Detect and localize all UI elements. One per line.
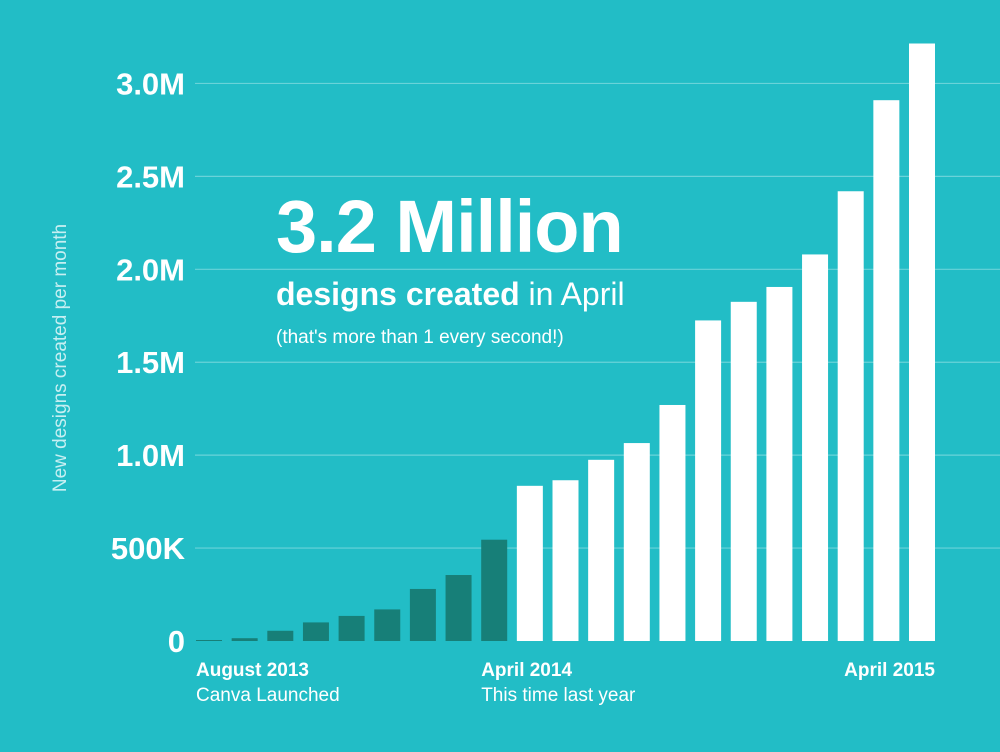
x-annotation-title: August 2013 (196, 660, 309, 681)
y-axis-ticks: 0 500K 1.0M 1.5M 2.0M 2.5M 3.0M (111, 66, 186, 659)
x-annotation-title: April 2014 (481, 660, 572, 681)
bar-recent (730, 301, 757, 641)
bar-recent (659, 404, 686, 641)
x-annotation-subtitle: This time last year (481, 685, 636, 706)
headline: 3.2 Million designs created in April (th… (276, 185, 696, 348)
y-tick-label: 1.0M (116, 438, 185, 473)
bar-past (409, 588, 436, 641)
bar-past (231, 638, 258, 641)
bar-past (481, 539, 508, 641)
bar-past (196, 640, 222, 641)
bar-past (374, 609, 401, 641)
y-tick-label: 1.5M (116, 345, 185, 380)
x-annotation-title: April 2015 (844, 660, 935, 681)
bar-recent (516, 485, 543, 641)
x-annotation-subtitle: Canva Launched (196, 685, 340, 706)
bar-recent (873, 100, 900, 641)
headline-caption: designs created in April (276, 278, 696, 310)
bar-recent (695, 320, 722, 641)
bar-past (445, 575, 472, 641)
headline-figure: 3.2 Million (276, 185, 624, 268)
bar-recent (588, 459, 615, 641)
bar-past (302, 622, 329, 641)
y-tick-label: 2.5M (116, 159, 185, 194)
y-tick-label: 2.0M (116, 252, 185, 287)
headline-caption-bold: designs created (276, 276, 520, 312)
bar-past (267, 630, 294, 641)
y-tick-label: 0 (168, 624, 185, 659)
bar-past (338, 615, 365, 641)
bar-recent (802, 254, 829, 641)
y-tick-label: 3.0M (116, 66, 185, 101)
bar-recent (837, 191, 864, 641)
headline-note: (that's more than 1 every second!) (276, 327, 564, 348)
bar-recent (552, 480, 579, 641)
bar-recent (909, 43, 935, 641)
x-axis-annotations: August 2013 Canva Launched April 2014 This … (196, 660, 935, 706)
bar-recent (766, 286, 793, 641)
y-tick-label: 500K (111, 531, 186, 566)
headline-caption-rest: in April (519, 276, 625, 312)
gridlines (195, 82, 1000, 549)
bar-recent (623, 443, 650, 641)
y-axis-label: New designs created per month (50, 224, 71, 492)
bars (196, 43, 935, 641)
